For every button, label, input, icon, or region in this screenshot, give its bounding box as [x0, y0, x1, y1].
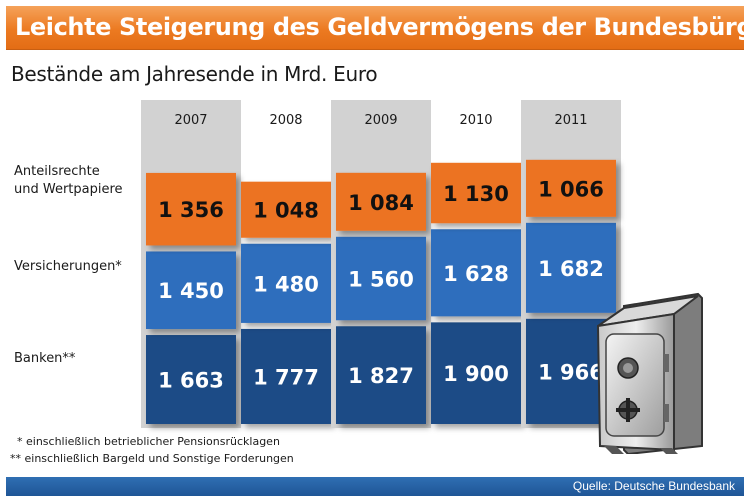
data-label: 1 827 [348, 364, 414, 388]
source-bar: Quelle: Deutsche Bundesbank [6, 477, 744, 496]
data-label: 1 900 [443, 362, 509, 386]
data-label: 1 777 [253, 365, 319, 389]
data-label: 1 560 [348, 268, 414, 292]
bar-segment-versicherungen [241, 243, 331, 323]
data-label: 1 682 [538, 257, 604, 281]
year-label: 2007 [174, 113, 207, 128]
bar-segment-anteilsrechte [526, 159, 616, 217]
data-label: 1 628 [443, 262, 509, 286]
row-label-banken: Banken** [14, 351, 76, 366]
bar-segment-anteilsrechte [146, 172, 236, 246]
footnote-2: ** einschließlich Bargeld und Sonstige F… [10, 452, 294, 465]
bar-segment-anteilsrechte [336, 172, 426, 231]
year-label: 2011 [554, 113, 587, 128]
year-label: 2008 [269, 113, 302, 128]
bar-segment-anteilsrechte [241, 181, 331, 238]
data-label: 1 066 [538, 177, 604, 201]
bar-segment-banken [431, 322, 521, 424]
year-label: 2009 [364, 113, 397, 128]
row-label-anteilsrechte-line1: Anteilsrechte [14, 164, 100, 179]
year-label: 2010 [459, 113, 492, 128]
chart-subtitle: Bestände am Jahresende in Mrd. Euro [11, 62, 378, 86]
bar-segment-anteilsrechte [431, 162, 521, 224]
bar-segment-versicherungen [336, 236, 426, 321]
chart-title: Leichte Steigerung des Geldvermögens der… [15, 13, 750, 41]
data-label: 1 048 [253, 199, 319, 223]
footnote-1: * einschließlich betrieblicher Pensionsr… [17, 435, 280, 448]
data-label: 1 356 [158, 198, 224, 222]
safe-icon [596, 292, 703, 454]
row-label-anteilsrechte: Anteilsrechte und Wertpapiere [14, 163, 123, 199]
title-bar: Leichte Steigerung des Geldvermögens der… [6, 6, 750, 50]
row-label-anteilsrechte-line2: und Wertpapiere [14, 182, 123, 197]
bar-segment-banken [241, 328, 331, 424]
bar-segment-versicherungen [526, 222, 616, 313]
row-label-versicherungen: Versicherungen* [14, 259, 122, 274]
bar-segment-banken [146, 335, 236, 424]
data-label: 1 480 [253, 272, 319, 296]
bar-segment-banken [336, 326, 426, 424]
data-label: 1 084 [348, 191, 414, 215]
bar-segment-versicherungen [146, 251, 236, 330]
source-text: Quelle: Deutsche Bundesbank [572, 479, 735, 493]
data-label: 1 663 [158, 369, 224, 393]
data-label: 1 966 [538, 360, 604, 384]
data-label: 1 130 [443, 182, 509, 206]
data-label: 1 450 [158, 279, 224, 303]
bar-segment-versicherungen [431, 229, 521, 317]
